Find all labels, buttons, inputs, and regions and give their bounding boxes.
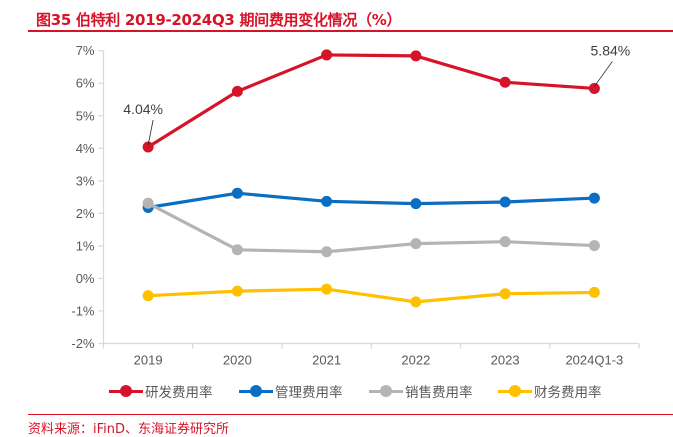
y-axis: -2% -1% 0% 1% 2% 3% 4% 5% 6% 7% bbox=[71, 43, 105, 351]
line-chart: -2%-1%0%1%2%3%4%5%6%7% 2019 2020 2021 2022 2… bbox=[71, 42, 640, 368]
legend-marker-icon bbox=[109, 380, 143, 402]
data-point bbox=[142, 290, 154, 302]
y-tick-label: 6% bbox=[76, 76, 95, 91]
y-tick-label: -1% bbox=[71, 303, 95, 318]
y-tick-label: 5% bbox=[76, 108, 95, 123]
y-tick-label: 4% bbox=[76, 141, 95, 156]
x-tick-label: 2024Q1-3 bbox=[565, 353, 623, 368]
series-1 bbox=[142, 49, 600, 153]
y-tick-label: 1% bbox=[76, 238, 95, 253]
y-tick-label: 0% bbox=[76, 271, 95, 286]
legend-item: 销售费用率 bbox=[369, 380, 473, 402]
data-point bbox=[410, 296, 422, 308]
legend-marker-icon bbox=[369, 380, 403, 402]
figure-title: 图35 伯特利 2019-2024Q3 期间费用变化情况（%） bbox=[36, 11, 402, 29]
data-point bbox=[231, 85, 243, 97]
source-note: 资料来源：iFinD、东海证券研究所 bbox=[28, 422, 230, 437]
data-point bbox=[410, 198, 422, 210]
data-point bbox=[410, 50, 422, 62]
data-point bbox=[321, 283, 333, 295]
legend-marker-icon bbox=[498, 380, 532, 402]
annotation-leader bbox=[594, 61, 613, 87]
x-tick-label: 2020 bbox=[223, 353, 252, 368]
y-tick-label: 3% bbox=[76, 173, 95, 188]
y-tick-label: -2% bbox=[71, 336, 95, 351]
annotations: 4.04% 5.84% bbox=[123, 42, 631, 146]
annotation-leader bbox=[147, 119, 154, 146]
x-tick-label: 2021 bbox=[312, 353, 341, 368]
series-3 bbox=[142, 197, 600, 258]
data-point bbox=[231, 187, 243, 199]
series-line bbox=[148, 287, 595, 304]
legend-item: 管理费用率 bbox=[239, 380, 343, 402]
legend-label: 财务费用率 bbox=[534, 385, 602, 401]
x-tick-label: 2022 bbox=[401, 353, 430, 368]
series-line bbox=[147, 191, 595, 210]
data-point bbox=[499, 76, 511, 88]
data-point bbox=[499, 236, 511, 248]
legend-label: 管理费用率 bbox=[275, 385, 343, 401]
series-line bbox=[147, 53, 595, 149]
data-point bbox=[588, 240, 600, 252]
data-point bbox=[410, 238, 422, 250]
data-point bbox=[142, 141, 154, 153]
legend-item: 财务费用率 bbox=[498, 380, 602, 402]
data-point bbox=[231, 285, 243, 297]
legend-marker-icon bbox=[239, 380, 273, 402]
annotation-label: 5.84% bbox=[591, 42, 631, 58]
title-rule bbox=[28, 30, 673, 32]
series-lines bbox=[142, 49, 600, 308]
x-tick-label: 2023 bbox=[491, 353, 520, 368]
data-point bbox=[499, 288, 511, 300]
series-4 bbox=[142, 283, 600, 308]
x-tick-label: 2019 bbox=[134, 353, 163, 368]
legend: 研发费用率 管理费用率 销售费用率 财务费用率 bbox=[0, 380, 673, 402]
legend-item: 研发费用率 bbox=[109, 380, 213, 402]
series-line bbox=[147, 201, 595, 254]
x-axis: 2019 2020 2021 2022 2023 2024Q1-3 bbox=[102, 342, 640, 368]
data-point bbox=[321, 246, 333, 258]
legend-label: 销售费用率 bbox=[405, 385, 473, 401]
data-point bbox=[588, 286, 600, 298]
series-2 bbox=[142, 187, 600, 214]
footer-rule bbox=[28, 414, 673, 415]
data-point bbox=[231, 244, 243, 256]
legend-label: 研发费用率 bbox=[145, 385, 213, 401]
data-point bbox=[321, 49, 333, 61]
y-tick-label: 7% bbox=[76, 43, 95, 58]
y-tick-label: 2% bbox=[76, 206, 95, 221]
data-point bbox=[588, 82, 600, 94]
data-point bbox=[321, 195, 333, 207]
data-point bbox=[142, 197, 154, 209]
annotation-label: 4.04% bbox=[123, 101, 163, 117]
data-point bbox=[499, 196, 511, 208]
data-point bbox=[588, 192, 600, 204]
